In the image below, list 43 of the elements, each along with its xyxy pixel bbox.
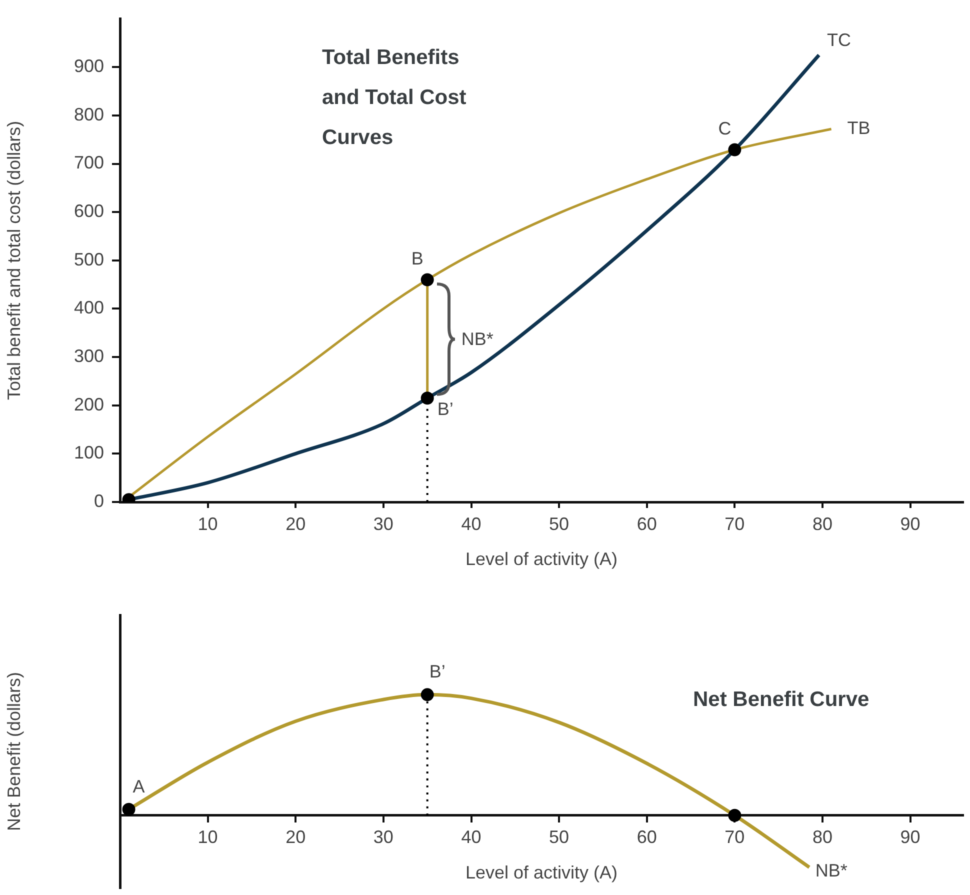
y-tick-label: 700 bbox=[74, 152, 104, 173]
x-tick-label: 20 bbox=[286, 827, 306, 848]
y-tick-label: 800 bbox=[74, 104, 104, 124]
x-tick-label: 20 bbox=[286, 514, 306, 534]
x-tick-label: 60 bbox=[636, 827, 657, 848]
annotation: A bbox=[132, 776, 145, 796]
y-tick-label: 900 bbox=[74, 56, 104, 76]
annotation: NB* bbox=[461, 328, 494, 350]
x-tick-label: 30 bbox=[373, 827, 394, 848]
annotation: B bbox=[411, 248, 424, 269]
annotation: B’ bbox=[429, 662, 446, 682]
x-tick-label: 50 bbox=[549, 514, 570, 534]
text: Total Benefits and Total Cost Curves bbox=[322, 45, 468, 151]
chart-title: Net Benefit Curve bbox=[693, 687, 870, 713]
x-tick-label: 70 bbox=[724, 514, 745, 534]
y-tick-label: 300 bbox=[74, 346, 104, 366]
annotation: C bbox=[718, 118, 732, 139]
x-tick-label: 90 bbox=[900, 827, 920, 848]
y-tick-label: 200 bbox=[74, 394, 104, 414]
x-tick-label: 30 bbox=[373, 514, 394, 534]
y-tick-label: 400 bbox=[74, 298, 104, 318]
x-tick-label: 70 bbox=[724, 827, 745, 848]
x-tick-label: 60 bbox=[636, 514, 657, 534]
y-tick-label: 500 bbox=[74, 249, 104, 270]
y-tick-label: 100 bbox=[74, 442, 104, 463]
x-axis-title: Level of activity (A) bbox=[465, 549, 618, 570]
x-tick-label: 90 bbox=[900, 514, 920, 534]
y-tick-label: 0 bbox=[94, 490, 104, 511]
x-tick-label: 10 bbox=[198, 514, 218, 534]
series-label: TC bbox=[826, 30, 851, 50]
x-tick-label: 80 bbox=[812, 827, 833, 848]
series-label: TB bbox=[847, 118, 870, 138]
y-axis-title: Total benefit and total cost (dollars) bbox=[4, 120, 24, 400]
x-tick-label: 80 bbox=[812, 514, 833, 534]
x-tick-label: 40 bbox=[461, 514, 482, 534]
x-tick-label: 40 bbox=[461, 827, 482, 848]
x-tick-label: 10 bbox=[198, 827, 218, 848]
x-axis-title: Level of activity (A) bbox=[465, 862, 618, 883]
y-tick-label: 600 bbox=[74, 201, 104, 222]
series-label: NB* bbox=[815, 860, 848, 880]
annotation: B’ bbox=[437, 399, 454, 420]
y-axis-title: Net Benefit (dollars) bbox=[4, 672, 24, 832]
x-tick-label: 50 bbox=[549, 827, 570, 848]
